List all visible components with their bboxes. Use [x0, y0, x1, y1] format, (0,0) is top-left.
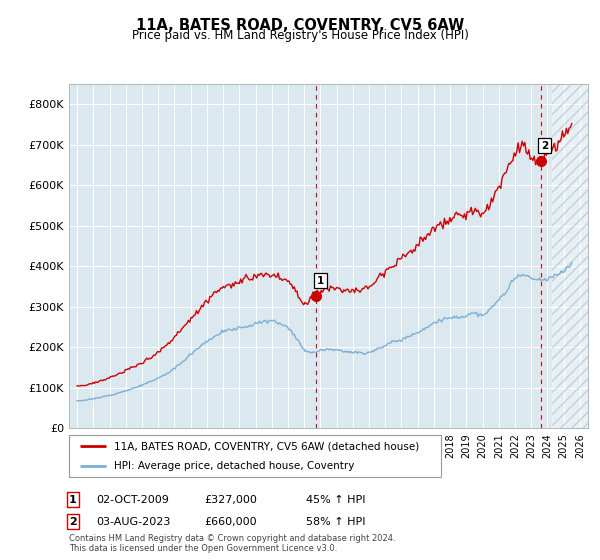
Text: 45% ↑ HPI: 45% ↑ HPI [306, 494, 365, 505]
Text: Price paid vs. HM Land Registry's House Price Index (HPI): Price paid vs. HM Land Registry's House … [131, 29, 469, 42]
Text: 11A, BATES ROAD, COVENTRY, CV5 6AW (detached house): 11A, BATES ROAD, COVENTRY, CV5 6AW (deta… [113, 441, 419, 451]
Text: £660,000: £660,000 [204, 517, 257, 527]
Text: 1: 1 [317, 276, 324, 286]
Bar [551, 84, 588, 428]
Text: Contains HM Land Registry data © Crown copyright and database right 2024.
This d: Contains HM Land Registry data © Crown c… [69, 534, 395, 553]
Text: 03-AUG-2023: 03-AUG-2023 [96, 517, 170, 527]
Text: 2: 2 [69, 517, 77, 527]
Text: 2: 2 [541, 141, 548, 151]
Text: £327,000: £327,000 [204, 494, 257, 505]
Text: 58% ↑ HPI: 58% ↑ HPI [306, 517, 365, 527]
FancyBboxPatch shape [69, 435, 441, 477]
Text: HPI: Average price, detached house, Coventry: HPI: Average price, detached house, Cove… [113, 461, 354, 471]
Text: 11A, BATES ROAD, COVENTRY, CV5 6AW: 11A, BATES ROAD, COVENTRY, CV5 6AW [136, 18, 464, 33]
Text: 02-OCT-2009: 02-OCT-2009 [96, 494, 169, 505]
Text: 1: 1 [69, 494, 77, 505]
Bar [551, 84, 588, 428]
